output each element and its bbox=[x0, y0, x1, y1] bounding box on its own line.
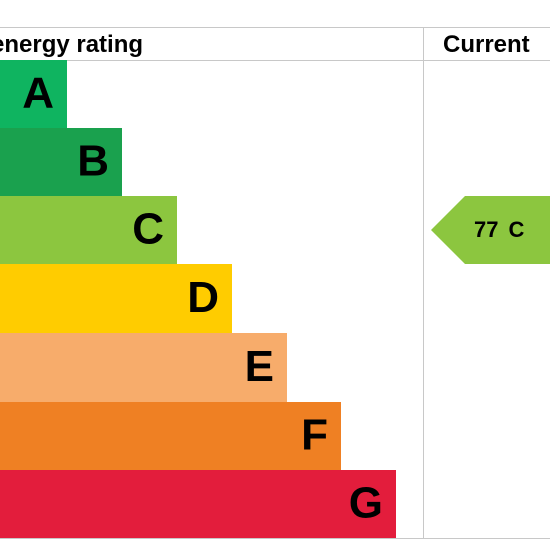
current-label: 77 C bbox=[474, 217, 524, 242]
band-bar bbox=[0, 128, 122, 196]
band-bar bbox=[0, 60, 67, 128]
band-letter: C bbox=[132, 205, 164, 254]
band-letter: D bbox=[187, 273, 219, 322]
current-band: C bbox=[508, 217, 524, 242]
band-letter: A bbox=[22, 69, 54, 118]
band-letter: B bbox=[77, 137, 109, 186]
current-value: 77 bbox=[474, 217, 498, 242]
band-bar bbox=[0, 196, 177, 264]
current-arrow bbox=[431, 196, 550, 264]
rating-header: energy rating bbox=[0, 31, 143, 58]
band-bar bbox=[0, 470, 396, 538]
band-letter: G bbox=[349, 479, 383, 528]
band-letter: E bbox=[245, 342, 274, 391]
band-bar bbox=[0, 264, 232, 333]
band-bar bbox=[0, 333, 287, 402]
current-rating: 77 C bbox=[431, 196, 550, 264]
current-header: Current bbox=[443, 31, 530, 58]
band-letter: F bbox=[301, 411, 328, 460]
band-bar bbox=[0, 402, 341, 470]
